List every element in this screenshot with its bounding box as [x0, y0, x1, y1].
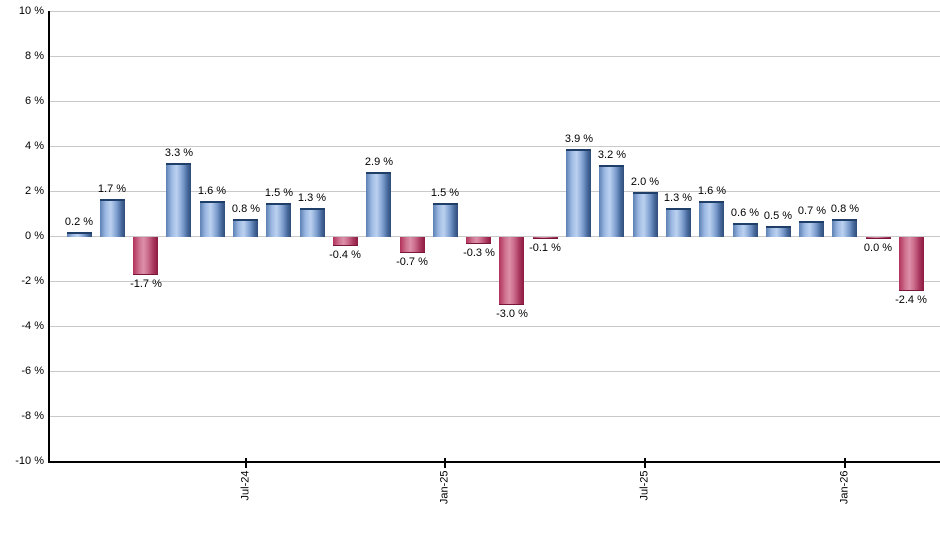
x-axis-tick-label: Jul-24	[239, 470, 252, 501]
bar	[733, 223, 758, 237]
y-axis-label: -4 %	[21, 320, 44, 332]
bar-value-label: -0.7 %	[396, 256, 428, 268]
y-axis-label: 10 %	[18, 5, 44, 17]
bar	[799, 221, 824, 237]
bar	[67, 232, 92, 237]
bar	[133, 237, 158, 275]
bar-value-label: -0.4 %	[329, 249, 361, 261]
bar-value-label: 0.0 %	[863, 242, 893, 254]
gridline	[50, 371, 940, 372]
bar	[832, 219, 857, 237]
bar-value-label: 1.6 %	[197, 185, 227, 197]
y-axis-label: -6 %	[21, 365, 44, 377]
gridline	[50, 146, 940, 147]
bar-value-label: 1.3 %	[663, 192, 693, 204]
bar	[666, 208, 691, 237]
bar-value-label: 0.5 %	[763, 210, 793, 222]
bar	[333, 237, 358, 246]
bar	[233, 219, 258, 237]
gridline	[50, 56, 940, 57]
bar-value-label: 3.9 %	[564, 133, 594, 145]
bar-value-label: 3.2 %	[597, 149, 627, 161]
bar-value-label: -0.1 %	[529, 242, 561, 254]
bar-value-label: 3.3 %	[164, 147, 194, 159]
x-axis-tick	[844, 458, 846, 468]
x-axis-tick-label: Jan-26	[838, 470, 851, 505]
bar-value-label: 0.2 %	[64, 216, 94, 228]
y-axis-label: 4 %	[25, 140, 44, 152]
bar	[633, 192, 658, 237]
gridline	[50, 191, 940, 192]
bar	[100, 199, 125, 237]
bar-value-label: -0.3 %	[463, 247, 495, 259]
bar	[499, 237, 524, 305]
bar	[300, 208, 325, 237]
bar	[200, 201, 225, 237]
gridline	[50, 101, 940, 102]
gridline	[50, 416, 940, 417]
bar	[166, 163, 191, 237]
bar-value-label: 0.8 %	[231, 203, 261, 215]
bar-value-label: 1.6 %	[697, 185, 727, 197]
y-axis-label: 0 %	[25, 230, 44, 242]
bar	[533, 237, 558, 239]
bar-value-label: 0.6 %	[730, 207, 760, 219]
y-axis-label: 6 %	[25, 95, 44, 107]
x-axis-tick	[444, 458, 446, 468]
x-axis-tick	[245, 458, 247, 468]
bar	[433, 203, 458, 237]
bar	[466, 237, 491, 244]
y-axis-line	[48, 11, 50, 463]
x-axis-tick-label: Jul-25	[638, 470, 651, 501]
x-axis-line	[48, 461, 940, 463]
x-axis-tick	[644, 458, 646, 468]
y-axis-label: -10 %	[15, 455, 44, 467]
bar-value-label: 0.8 %	[830, 203, 860, 215]
bar	[566, 149, 591, 237]
bar	[866, 237, 891, 239]
y-axis-label: -8 %	[21, 410, 44, 422]
y-axis-label: 2 %	[25, 185, 44, 197]
bar-value-label: -1.7 %	[130, 278, 162, 290]
bar	[599, 165, 624, 237]
bar-value-label: 1.7 %	[97, 183, 127, 195]
bar-value-label: 0.7 %	[797, 205, 827, 217]
bar	[899, 237, 924, 291]
bar-value-label: 1.5 %	[264, 187, 294, 199]
bar	[366, 172, 391, 237]
bar-value-label: 1.5 %	[430, 187, 460, 199]
bar-value-label: 2.9 %	[364, 156, 394, 168]
bar	[699, 201, 724, 237]
bar-value-label: 2.0 %	[630, 176, 660, 188]
bar-value-label: -3.0 %	[496, 308, 528, 320]
bar	[400, 237, 425, 253]
gridline	[50, 236, 940, 237]
x-axis-tick-label: Jan-25	[438, 470, 451, 505]
bar	[766, 226, 791, 237]
bar-value-label: -2.4 %	[895, 294, 927, 306]
bar	[266, 203, 291, 237]
gridline	[50, 281, 940, 282]
bar-value-label: 1.3 %	[297, 192, 327, 204]
y-axis-label: 8 %	[25, 50, 44, 62]
y-axis-label: -2 %	[21, 275, 44, 287]
gridline	[50, 11, 940, 12]
gridline	[50, 326, 940, 327]
